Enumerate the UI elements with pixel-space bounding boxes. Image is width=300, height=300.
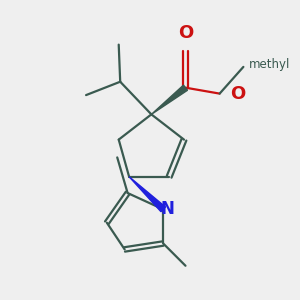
Polygon shape: [129, 177, 166, 212]
Polygon shape: [152, 85, 188, 114]
Text: methyl: methyl: [249, 58, 290, 71]
Text: O: O: [178, 24, 193, 42]
Text: O: O: [230, 85, 245, 103]
Text: N: N: [161, 200, 175, 218]
